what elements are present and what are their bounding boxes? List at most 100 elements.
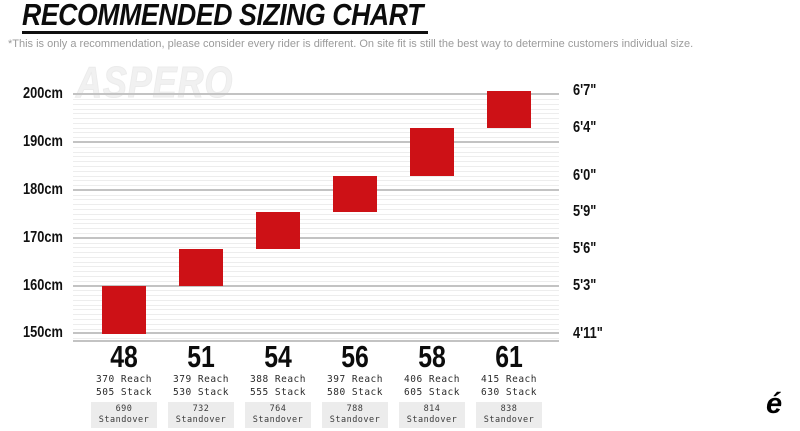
gridline-minor (73, 299, 559, 301)
y-axis-left-tick: 180cm (23, 180, 63, 198)
gridline-major (73, 284, 559, 287)
standover-value: 814 (423, 404, 441, 414)
gridline-minor (73, 98, 559, 100)
standover-box-61: 838 Standover (476, 402, 542, 428)
gridline-minor (73, 228, 559, 230)
gridline-major (73, 188, 559, 191)
y-axis-right-tick: 5'6" (573, 240, 597, 258)
gridline-minor (73, 261, 559, 263)
gridline-minor (73, 209, 559, 211)
gridline-minor (73, 161, 559, 163)
gridline-minor (73, 319, 559, 321)
stack-text-51: 530 Stack (173, 387, 229, 398)
size-bar-51 (179, 249, 223, 286)
gridline-major (73, 332, 559, 335)
reach-text-54: 388 Reach (250, 374, 306, 385)
standover-box-56: 788 Standover (322, 402, 388, 428)
size-label-56: 56 (341, 339, 369, 374)
gridline-minor (73, 151, 559, 153)
y-axis-left-tick: 170cm (23, 228, 63, 246)
standover-value: 838 (500, 404, 518, 414)
gridline-minor (73, 280, 559, 282)
gridline-minor (73, 122, 559, 124)
gridline-minor (73, 271, 559, 273)
reach-text-58: 406 Reach (404, 374, 460, 385)
standover-label: Standover (483, 415, 535, 425)
size-label-58: 58 (418, 339, 446, 374)
standover-box-51: 732 Standover (168, 402, 234, 428)
size-bar-58 (410, 127, 454, 176)
size-label-54: 54 (264, 339, 292, 374)
standover-value: 764 (269, 404, 287, 414)
gridline-minor (73, 275, 559, 277)
size-bar-54 (256, 212, 300, 250)
standover-label: Standover (252, 415, 304, 425)
gridline-minor (73, 213, 559, 215)
standover-label: Standover (98, 415, 150, 425)
gridline-minor (73, 338, 559, 340)
standover-value: 788 (346, 404, 364, 414)
size-bar-56 (333, 176, 377, 213)
stack-text-56: 580 Stack (327, 387, 383, 398)
gridline-minor (73, 256, 559, 258)
gridline-minor (73, 232, 559, 234)
y-axis-right-tick: 6'4" (573, 118, 597, 136)
y-axis-left-tick: 200cm (23, 85, 63, 103)
gridline-major (73, 141, 559, 144)
stack-text-48: 505 Stack (96, 387, 152, 398)
gridline-minor (73, 156, 559, 158)
gridline-minor (73, 223, 559, 225)
gridline-minor (73, 218, 559, 220)
standover-label: Standover (175, 415, 227, 425)
gridline-major (73, 236, 559, 239)
standover-label: Standover (329, 415, 381, 425)
reach-text-48: 370 Reach (96, 374, 152, 385)
cervelo-logo: é (766, 388, 783, 420)
disclaimer-text: *This is only a recommendation, please c… (8, 38, 694, 50)
gridline-minor (73, 165, 559, 167)
stack-text-61: 630 Stack (481, 387, 537, 398)
gridline-minor (73, 170, 559, 172)
stack-text-58: 605 Stack (404, 387, 460, 398)
gridline-minor (73, 103, 559, 105)
gridline-minor (73, 204, 559, 206)
stack-text-54: 555 Stack (250, 387, 306, 398)
gridline-minor (73, 314, 559, 316)
size-label-51: 51 (187, 339, 215, 374)
gridline-minor (73, 180, 559, 182)
gridline-minor (73, 137, 559, 139)
gridline-minor (73, 127, 559, 129)
standover-label: Standover (406, 415, 458, 425)
reach-text-56: 397 Reach (327, 374, 383, 385)
gridline-minor (73, 175, 559, 177)
y-axis-right-tick: 5'9" (573, 203, 597, 221)
y-axis-left-tick: 150cm (23, 324, 63, 342)
gridline-minor (73, 247, 559, 249)
y-axis-right-tick: 4'11" (573, 324, 603, 342)
standover-box-48: 690 Standover (91, 402, 157, 428)
gridline-minor (73, 304, 559, 306)
gridline-minor (73, 118, 559, 120)
y-axis-right-tick: 6'0" (573, 167, 597, 184)
y-axis-left-tick: 190cm (23, 133, 63, 151)
gridline-major (73, 93, 559, 96)
gridline-minor (73, 146, 559, 148)
gridline-minor (73, 252, 559, 254)
size-label-61: 61 (495, 339, 523, 374)
y-axis-right-tick: 5'3" (573, 276, 597, 294)
title-underline (22, 31, 428, 34)
gridline-minor (73, 199, 559, 201)
standover-value: 732 (192, 404, 210, 414)
gridline-minor (73, 328, 559, 330)
gridline-minor (73, 323, 559, 325)
gridline-minor (73, 108, 559, 110)
gridline-minor (73, 266, 559, 268)
standover-box-58: 814 Standover (399, 402, 465, 428)
gridline-minor (73, 185, 559, 187)
reach-text-61: 415 Reach (481, 374, 537, 385)
page-title: RECOMMENDED SIZING CHART (22, 0, 423, 32)
gridline-minor (73, 113, 559, 115)
size-label-48: 48 (110, 339, 138, 374)
